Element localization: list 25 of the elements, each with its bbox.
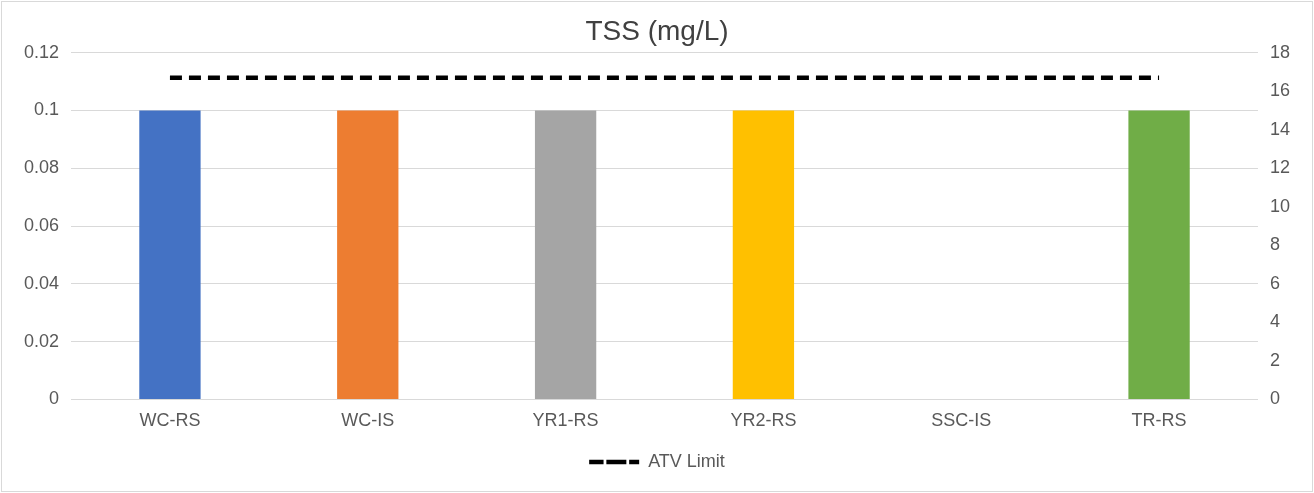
y2-tick-label: 10 bbox=[1269, 195, 1291, 216]
x-tick-label: TR-RS bbox=[1131, 410, 1187, 431]
x-tick-label: YR2-RS bbox=[730, 410, 797, 431]
x-tick-label: WC-IS bbox=[341, 410, 395, 431]
x-tick-label: SSC-IS bbox=[931, 410, 992, 431]
y2-tick-label: 14 bbox=[1269, 118, 1291, 139]
y2-tick-label: 12 bbox=[1269, 157, 1291, 178]
y2-tick-label: 16 bbox=[1269, 80, 1291, 101]
y-tick-label: 0.02 bbox=[23, 330, 60, 351]
y-tick-label: 0.1 bbox=[34, 99, 60, 120]
y2-tick-label: 8 bbox=[1269, 234, 1280, 255]
y-tick-label: 0.04 bbox=[23, 272, 60, 293]
y-tick-label: 0.08 bbox=[23, 157, 60, 178]
legend-label: ATV Limit bbox=[648, 450, 725, 471]
x-tick-label: WC-RS bbox=[139, 410, 201, 431]
y-tick-label: 0 bbox=[49, 388, 60, 409]
y2-tick-label: 18 bbox=[1269, 41, 1291, 62]
y-tick-label: 0.06 bbox=[23, 214, 60, 235]
y2-tick-label: 2 bbox=[1269, 349, 1280, 370]
x-tick-label: YR1-RS bbox=[532, 410, 599, 431]
y-tick-label: 0.12 bbox=[23, 41, 60, 62]
y2-tick-label: 6 bbox=[1269, 272, 1280, 293]
y2-tick-label: 0 bbox=[1269, 388, 1280, 409]
chart-title: TSS (mg/L) bbox=[585, 14, 729, 46]
y2-tick-label: 4 bbox=[1269, 311, 1280, 332]
